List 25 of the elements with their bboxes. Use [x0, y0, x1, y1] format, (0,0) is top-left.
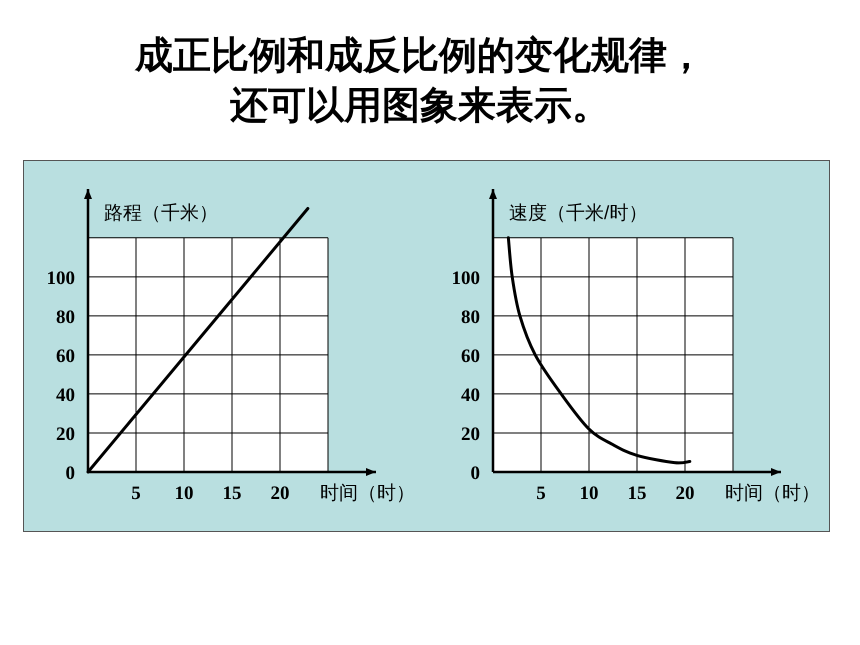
x-tick-label: 15: [222, 483, 242, 504]
y-tick-label: 20: [56, 424, 75, 445]
x-tick-label: 20: [676, 483, 694, 504]
y-tick-label: 40: [461, 384, 480, 406]
y-axis-title: 速度（千米/时）: [509, 202, 648, 224]
y-tick-label: 80: [56, 306, 75, 328]
x-tick-label: 15: [628, 483, 646, 504]
y-axis-title: 路程（千米）: [104, 203, 218, 224]
y-tick-label: 60: [56, 346, 75, 367]
y-tick-label: 20: [461, 424, 480, 445]
y-tick-label: 80: [461, 306, 480, 328]
y-tick-label: 40: [56, 384, 75, 406]
chart-title: 成正比例和成反比例的变化规律，还可以用图象来表示。: [134, 34, 705, 127]
x-tick-label: 5: [536, 483, 546, 504]
x-tick-label: 10: [174, 483, 194, 504]
y-tick-label: 0: [66, 463, 75, 484]
x-tick-label: 5: [131, 483, 141, 504]
x-axis-title: 时间（时）: [725, 483, 820, 504]
y-tick-label: 60: [461, 346, 480, 367]
x-axis-title: 时间（时）: [320, 483, 415, 504]
y-tick-label: 100: [46, 268, 75, 289]
x-tick-label: 10: [580, 483, 598, 504]
x-tick-label: 20: [270, 483, 290, 504]
y-tick-label: 0: [470, 463, 480, 484]
y-tick-label: 100: [452, 268, 480, 289]
